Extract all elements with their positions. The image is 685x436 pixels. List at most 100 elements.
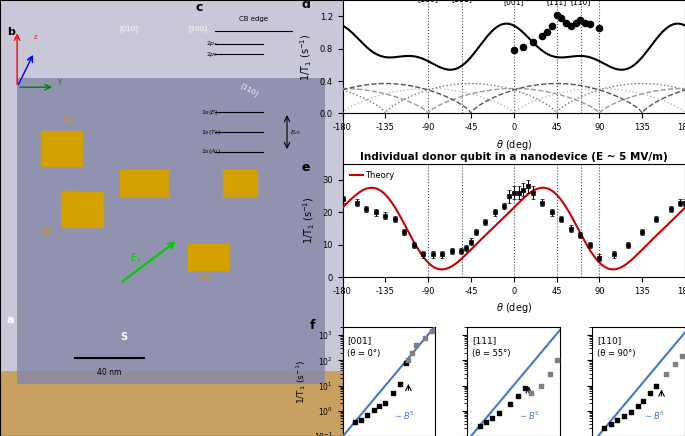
Text: $1s(E)$: $1s(E)$: [201, 108, 218, 117]
Point: [599, 425, 610, 432]
Point: [575, 17, 586, 24]
Text: 40 nm: 40 nm: [97, 368, 122, 377]
Point: [395, 380, 406, 387]
Point: [619, 413, 630, 420]
Point: [537, 32, 548, 39]
Point: [565, 22, 576, 29]
Point: [406, 349, 417, 356]
Text: $E_y$: $E_y$: [130, 252, 142, 266]
Point: [651, 382, 662, 389]
Text: $1s(T_2)$: $1s(T_2)$: [201, 128, 221, 136]
Text: [100]: [100]: [188, 26, 208, 32]
Point: [508, 47, 519, 54]
Text: $G_2$: $G_2$: [62, 113, 75, 126]
Point: [427, 327, 438, 334]
Text: $\sim$$B^5$: $\sim$$B^5$: [643, 409, 665, 422]
Point: [525, 390, 536, 397]
Point: [645, 390, 656, 397]
Text: z: z: [34, 34, 38, 40]
Text: (θ = 90°): (θ = 90°): [597, 349, 636, 358]
Point: [570, 19, 581, 26]
Text: $G_1$: $G_1$: [42, 226, 53, 239]
Theory: [609, 267, 617, 272]
Legend: Theory: Theory: [347, 168, 397, 184]
Polygon shape: [0, 371, 342, 436]
Point: [474, 422, 485, 429]
Bar: [62, 192, 103, 227]
Point: [542, 28, 553, 35]
Text: [111]: [111]: [547, 0, 566, 7]
Point: [512, 392, 523, 399]
Point: [632, 403, 643, 410]
Y-axis label: 1/T$_1$ (s$^{-1}$): 1/T$_1$ (s$^{-1}$): [294, 360, 308, 404]
Y-axis label: 1/T$_1$ (s$^{-1}$): 1/T$_1$ (s$^{-1}$): [301, 197, 316, 244]
Point: [584, 21, 595, 28]
Title: Individual donor qubit in a nanodevice (E ~ 5 MV/m): Individual donor qubit in a nanodevice (…: [360, 152, 668, 162]
Text: y: y: [58, 78, 62, 84]
Point: [388, 390, 399, 397]
Point: [369, 406, 379, 413]
Point: [551, 11, 562, 18]
Point: [580, 19, 590, 26]
Point: [486, 415, 497, 422]
Text: (θ = 0°): (θ = 0°): [347, 349, 380, 358]
Point: [594, 25, 605, 32]
Text: $[1\bar{1}0]$: $[1\bar{1}0]$: [417, 0, 439, 7]
Point: [349, 419, 360, 426]
Text: (θ = 55°): (θ = 55°): [472, 349, 510, 358]
Theory: [575, 229, 584, 235]
Point: [411, 342, 422, 349]
Theory: [476, 238, 484, 243]
Bar: [120, 170, 168, 196]
Text: e: e: [301, 161, 310, 174]
Text: $\sim$$B^5$: $\sim$$B^5$: [519, 409, 540, 422]
Line: Theory: Theory: [338, 188, 685, 269]
Text: [001]: [001]: [503, 0, 524, 7]
Point: [401, 359, 412, 366]
Text: $\sim$$B^5$: $\sim$$B^5$: [393, 409, 415, 422]
Text: $G_{SET}$: $G_{SET}$: [197, 272, 214, 282]
Text: S: S: [120, 332, 127, 342]
Theory: [608, 267, 616, 272]
Text: SET: SET: [64, 189, 79, 195]
Text: d: d: [301, 0, 310, 11]
Point: [481, 419, 492, 426]
Text: $2p_±$: $2p_±$: [206, 39, 219, 48]
Point: [676, 352, 685, 359]
Theory: [334, 210, 342, 215]
Text: x: x: [27, 56, 32, 62]
Text: f: f: [310, 319, 316, 332]
Text: [111]: [111]: [472, 336, 497, 345]
Text: c: c: [196, 1, 203, 14]
Point: [556, 14, 566, 21]
Point: [356, 416, 366, 423]
Y-axis label: 1/T$_1$ (s$^{-1}$): 1/T$_1$ (s$^{-1}$): [299, 33, 314, 81]
Text: $E_{v0}$: $E_{v0}$: [290, 128, 301, 136]
Point: [373, 403, 384, 410]
Point: [536, 382, 547, 389]
Point: [611, 416, 622, 423]
Text: b: b: [7, 27, 14, 37]
Text: $[1\bar{1}\bar{1}]$: $[1\bar{1}\bar{1}]$: [451, 0, 473, 7]
Text: [001]: [001]: [347, 336, 371, 345]
Polygon shape: [17, 78, 325, 384]
Point: [494, 410, 505, 417]
Text: [110]: [110]: [240, 82, 260, 98]
Point: [519, 385, 530, 392]
Point: [518, 44, 529, 51]
Point: [403, 357, 414, 364]
Text: [110]: [110]: [571, 0, 591, 7]
Text: D: D: [243, 185, 250, 194]
Text: a: a: [7, 315, 14, 325]
Point: [379, 400, 390, 407]
Bar: [223, 170, 257, 196]
Point: [547, 22, 558, 29]
Point: [419, 334, 430, 341]
Point: [504, 401, 515, 408]
Text: $1s(A_1)$: $1s(A_1)$: [201, 147, 221, 157]
X-axis label: $\theta$ (deg): $\theta$ (deg): [496, 301, 532, 316]
Point: [661, 370, 672, 377]
Theory: [370, 185, 378, 191]
Point: [362, 411, 373, 418]
Point: [625, 409, 636, 416]
